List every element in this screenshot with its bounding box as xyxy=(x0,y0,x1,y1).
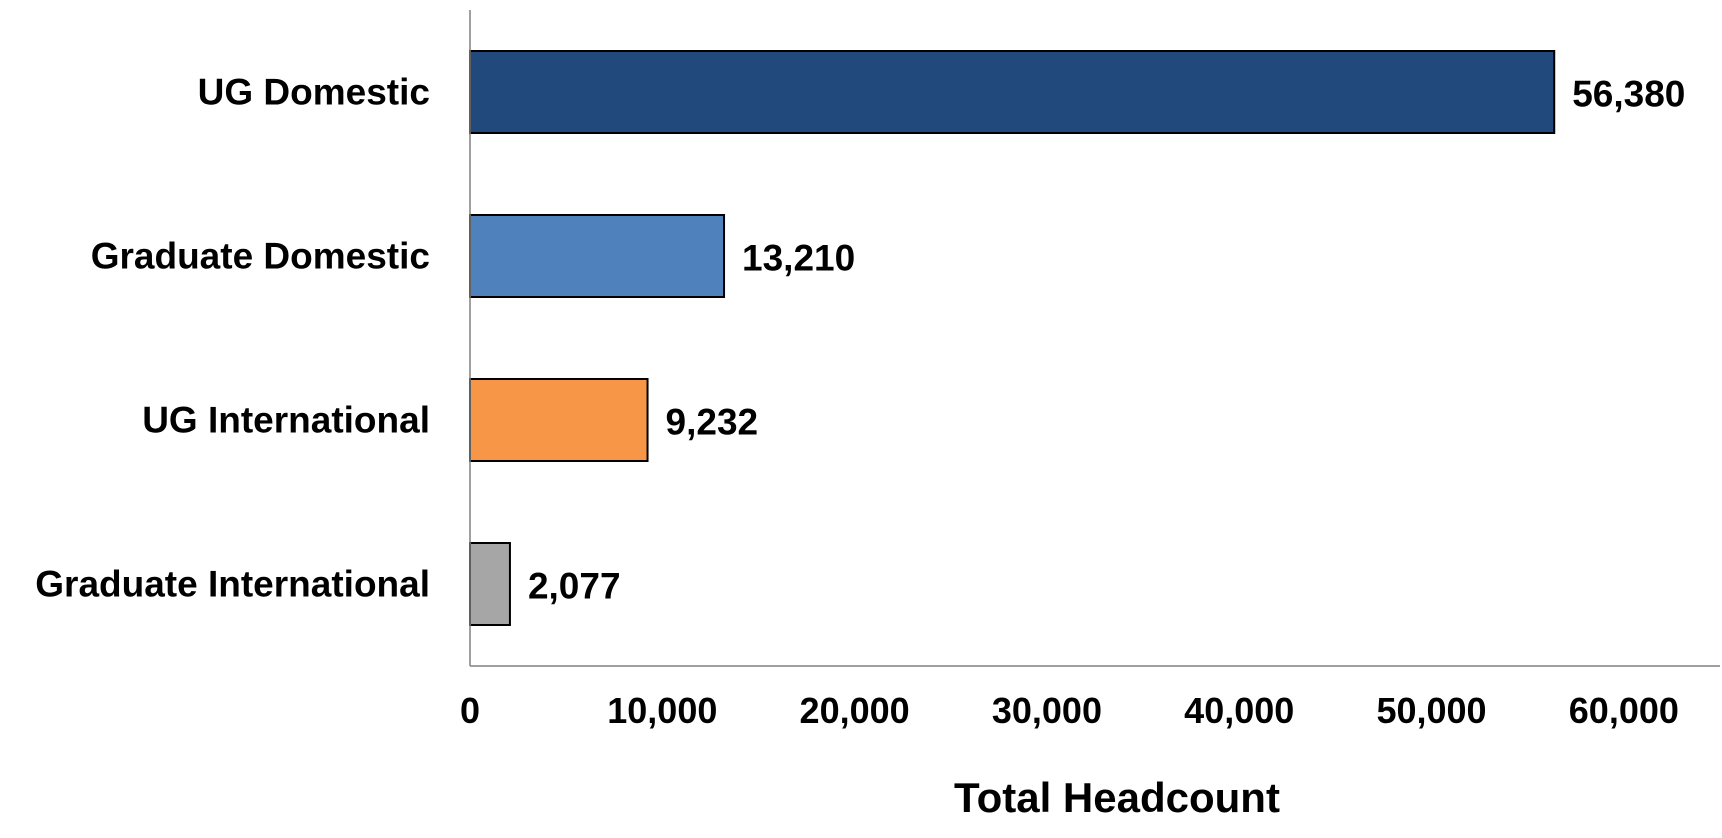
category-labels: UG Domestic Graduate Domestic UG Internati… xyxy=(35,72,430,605)
category-label-ug-international: UG International xyxy=(142,400,430,441)
bar-graduate-domestic xyxy=(469,214,726,298)
x-tick-label-30-000: 30,000 xyxy=(992,690,1102,731)
x-tick-labels: 0 10,000 20,000 30,000 40,000 50,000 60,000 xyxy=(460,690,1679,731)
data-label-ug-domestic: 56,380 xyxy=(1572,74,1685,115)
x-axis-title: Total Headcount xyxy=(954,774,1280,821)
x-tick-label-50-000: 50,000 xyxy=(1376,690,1486,731)
bar-ug-international xyxy=(469,378,649,462)
data-labels: 56,380 13,210 9,232 2,077 xyxy=(528,74,1685,607)
x-tick-label-0: 0 xyxy=(460,690,480,731)
data-label-graduate-domestic: 13,210 xyxy=(742,238,855,279)
x-tick-label-20-000: 20,000 xyxy=(800,690,910,731)
bar-graduate-international xyxy=(469,542,511,626)
data-label-ug-international: 9,232 xyxy=(666,402,759,443)
bars-layer xyxy=(469,50,1556,626)
bar-ug-domestic xyxy=(469,50,1556,134)
x-tick-label-10-000: 10,000 xyxy=(607,690,717,731)
x-tick-label-60-000: 60,000 xyxy=(1569,690,1679,731)
category-label-ug-domestic: UG Domestic xyxy=(198,72,430,113)
category-label-graduate-international: Graduate International xyxy=(35,564,430,605)
category-label-graduate-domestic: Graduate Domestic xyxy=(91,236,430,277)
x-tick-label-40-000: 40,000 xyxy=(1184,690,1294,731)
data-label-graduate-international: 2,077 xyxy=(528,566,621,607)
